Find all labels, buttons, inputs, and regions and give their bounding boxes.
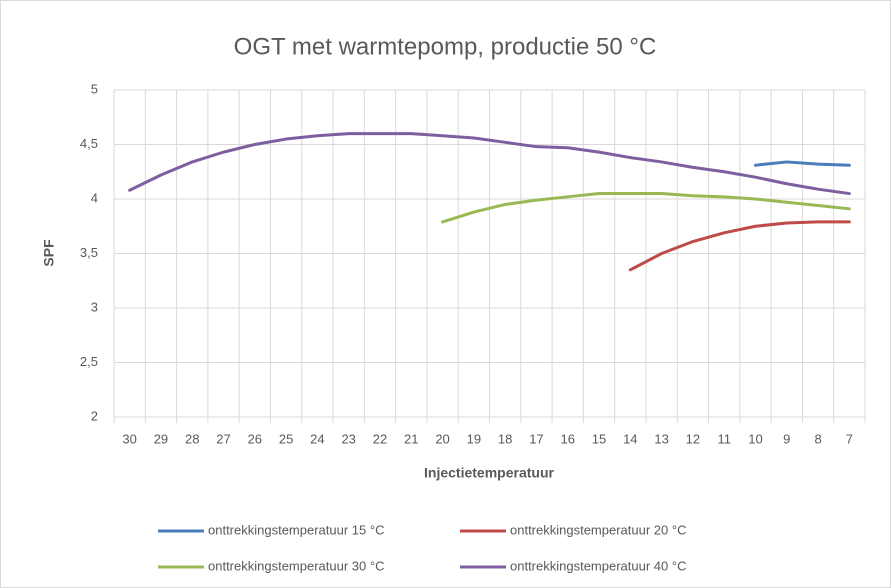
legend-label: onttrekkingstemperatuur 15 °C bbox=[208, 522, 384, 537]
x-tick-label: 21 bbox=[404, 431, 418, 446]
x-tick-label: 20 bbox=[435, 431, 449, 446]
series-line bbox=[128, 132, 851, 196]
x-tick-label: 17 bbox=[529, 431, 543, 446]
x-tick-label: 7 bbox=[846, 431, 853, 446]
x-tick-label: 15 bbox=[592, 431, 606, 446]
x-tick-label: 13 bbox=[654, 431, 668, 446]
x-tick-label: 26 bbox=[248, 431, 262, 446]
chart-title: OGT met warmtepomp, productie 50 °C bbox=[234, 33, 657, 60]
series-line bbox=[753, 160, 851, 167]
x-tick-label: 23 bbox=[341, 431, 355, 446]
x-tick-label: 19 bbox=[467, 431, 481, 446]
x-tick-label: 29 bbox=[154, 431, 168, 446]
y-axis-label: SPF bbox=[41, 239, 57, 267]
x-tick-label: 28 bbox=[185, 431, 199, 446]
x-tick-label: 22 bbox=[373, 431, 387, 446]
legend-label: onttrekkingstemperatuur 30 °C bbox=[208, 558, 384, 573]
x-tick-label: 14 bbox=[623, 431, 637, 446]
x-tick-label: 18 bbox=[498, 431, 512, 446]
y-tick-label: 2 bbox=[91, 408, 98, 423]
y-tick-label: 4 bbox=[91, 190, 98, 205]
x-tick-label: 12 bbox=[686, 431, 700, 446]
x-tick-label: 27 bbox=[216, 431, 230, 446]
series-line bbox=[441, 192, 851, 224]
x-tick-label: 10 bbox=[748, 431, 762, 446]
x-tick-label: 30 bbox=[122, 431, 136, 446]
y-tick-label: 3,5 bbox=[80, 245, 98, 260]
x-tick-label: 16 bbox=[560, 431, 574, 446]
x-tick-label: 9 bbox=[783, 431, 790, 446]
legend-label: onttrekkingstemperatuur 40 °C bbox=[510, 558, 686, 573]
x-tick-label: 24 bbox=[310, 431, 324, 446]
series-line bbox=[628, 220, 851, 272]
y-tick-label: 5 bbox=[91, 81, 98, 96]
y-tick-label: 4,5 bbox=[80, 136, 98, 151]
legend-label: onttrekkingstemperatuur 20 °C bbox=[510, 522, 686, 537]
y-tick-label: 2,5 bbox=[80, 354, 98, 369]
x-axis-label: Injectietemperatuur bbox=[424, 465, 554, 481]
x-tick-label: 25 bbox=[279, 431, 293, 446]
x-tick-label: 11 bbox=[717, 431, 731, 446]
x-tick-label: 8 bbox=[814, 431, 821, 446]
y-tick-label: 3 bbox=[91, 299, 98, 314]
